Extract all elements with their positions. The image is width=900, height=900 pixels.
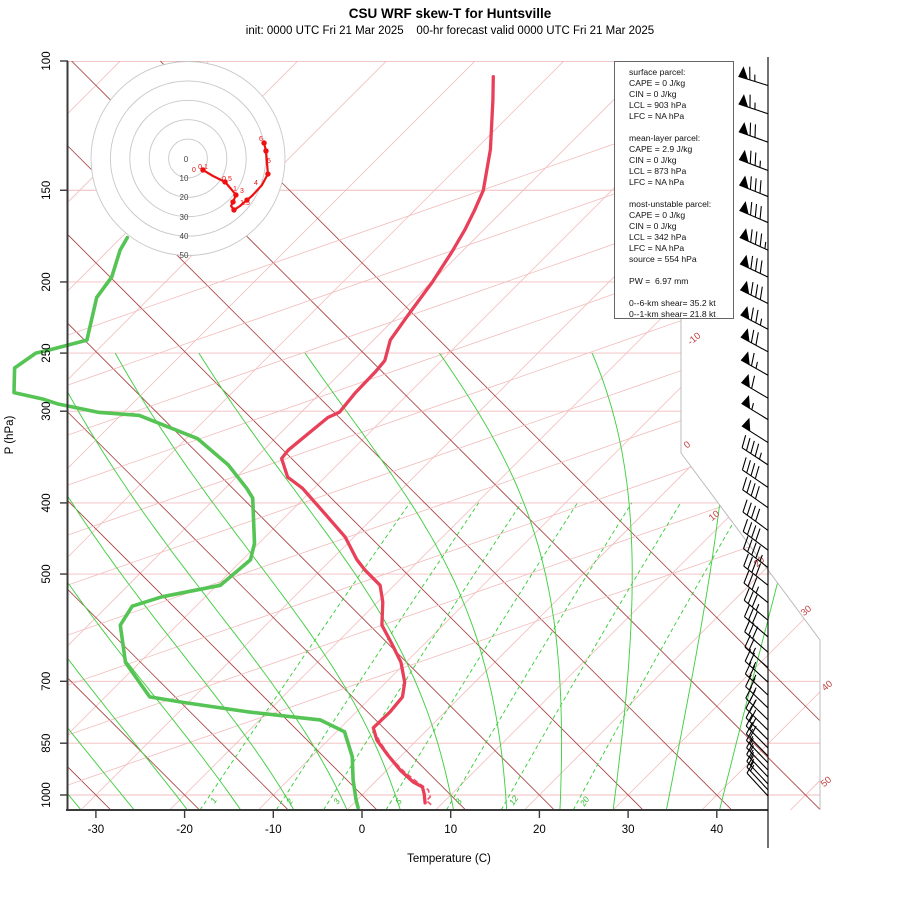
pressure-tick-label: 250 xyxy=(41,344,53,363)
hodograph-height-label: 0.1 xyxy=(198,164,208,171)
y-axis-title: P (hPa) xyxy=(4,415,16,454)
temperature-tick-label: 10 xyxy=(444,824,457,836)
parcel-info-line xyxy=(629,122,733,133)
parcel-info-line: CAPE = 0 J/kg xyxy=(629,210,686,220)
hodograph-ring-label: 0 xyxy=(184,155,189,164)
mixing-ratio-label: 20 xyxy=(577,794,591,808)
parcel-info-line xyxy=(629,287,733,298)
isotherm-label: 30 xyxy=(799,603,814,618)
pressure-tick-label: 200 xyxy=(41,272,53,291)
hodograph-ring-label: 20 xyxy=(180,193,189,202)
hodograph-ring-label: 30 xyxy=(180,213,189,222)
mixing-ratio-label: 5 xyxy=(393,796,404,806)
dewpoint-curve xyxy=(12,235,360,810)
hodograph-height-label: 0 xyxy=(192,167,196,174)
temperature-curve xyxy=(279,74,495,805)
hodograph-height-label: 6 xyxy=(259,136,263,143)
hodograph-ring-label: 10 xyxy=(180,174,189,183)
mixing-ratio-label: 1 xyxy=(208,795,219,805)
parcel-info-line: mean-layer parcel: xyxy=(629,133,701,143)
temperature-tick-label: 30 xyxy=(622,824,635,836)
page-title: CSU WRF skew-T for Huntsville xyxy=(348,6,552,21)
hodograph-height-label: 5 xyxy=(267,158,271,165)
temperature-tick-label: -30 xyxy=(88,824,105,836)
hodograph-ring-label: 50 xyxy=(180,251,189,260)
temperature-tick-label: 20 xyxy=(533,824,546,836)
mixing-ratio-label: 2 xyxy=(283,796,295,807)
parcel-info-line: CIN = 0 J/kg xyxy=(629,155,677,165)
hodograph-trace-dot xyxy=(263,148,269,154)
parcel-info-line: PW = 6.97 mm xyxy=(629,276,689,286)
hodograph-trace xyxy=(202,142,269,211)
parcel-info-line: LCL = 342 hPa xyxy=(629,232,687,242)
hodograph-trace-dot xyxy=(200,167,206,173)
hodograph-trace-dot xyxy=(244,197,250,203)
temperature-tick-label: 40 xyxy=(710,824,723,836)
x-axis-title: Temperature (C) xyxy=(407,853,491,865)
parcel-info-box: surface parcel: CAPE = 0 J/kg CIN = 0 J/kg… xyxy=(614,61,734,319)
mixing-ratio-label: 3 xyxy=(331,796,342,806)
parcel-info-line: LFC = NA hPa xyxy=(629,177,685,187)
hodograph-height-label: 0.5 xyxy=(222,176,232,183)
hodograph-height-label: 1.5 xyxy=(240,200,250,207)
isotherm-label: 0 xyxy=(682,439,693,451)
isotherm-label: -10 xyxy=(686,330,704,347)
parcel-info-line: LCL = 903 hPa xyxy=(629,100,687,110)
parcel-info-line: LCL = 873 hPa xyxy=(629,166,687,176)
parcel-info-line: CIN = 0 J/kg xyxy=(629,89,677,99)
temperature-tick-label: -20 xyxy=(176,824,193,836)
pressure-tick-label: 400 xyxy=(41,493,53,512)
parcel-info-line: 0--1-km shear= 21.8 kt xyxy=(629,309,716,319)
parcel-info-line: most-unstable parcel: xyxy=(629,199,712,209)
hodograph-height-label: 3 xyxy=(240,188,244,195)
parcel-info-line: LFC = NA hPa xyxy=(629,243,685,253)
pressure-tick-label: 100 xyxy=(41,51,53,70)
hodograph-trace-dot xyxy=(222,179,228,185)
hodograph-trace-dot xyxy=(265,171,271,177)
parcel-info-line xyxy=(629,188,733,199)
hodograph-ring-label: 40 xyxy=(180,232,189,241)
parcel-info-line: 0--6-km shear= 35.2 kt xyxy=(629,298,716,308)
isotherm-label: 40 xyxy=(820,678,835,693)
page-subtitle: init: 0000 UTC Fri 21 Mar 2025 00-hr for… xyxy=(245,25,655,37)
hodograph-trace-dot xyxy=(230,199,236,205)
hodograph-height-label: 4 xyxy=(254,180,258,187)
hodograph-trace-dot xyxy=(231,207,237,213)
temperature-tick-label: 0 xyxy=(359,824,365,836)
parcel-info-line: surface parcel: xyxy=(629,67,686,77)
pressure-tick-label: 300 xyxy=(41,402,53,421)
parcel-info-line: CIN = 0 J/kg xyxy=(629,221,677,231)
pressure-tick-label: 700 xyxy=(41,672,53,691)
parcel-info-line: LFC = NA hPa xyxy=(629,111,685,121)
isotherm-label: 50 xyxy=(819,774,834,789)
parcel-info-line: source = 554 hPa xyxy=(629,254,697,264)
pressure-tick-label: 850 xyxy=(41,734,53,753)
parcel-info-line: CAPE = 2.9 J/kg xyxy=(629,144,693,154)
parcel-info-line: CAPE = 0 J/kg xyxy=(629,78,686,88)
mixing-ratio-label: 8 xyxy=(453,796,464,806)
pressure-tick-label: 150 xyxy=(41,181,53,200)
pressure-tick-label: 1000 xyxy=(41,782,53,808)
hodograph-height-label: 1 xyxy=(233,186,237,193)
pressure-tick-label: 500 xyxy=(41,564,53,583)
hodograph-trace-dot xyxy=(261,140,267,146)
hodograph-trace-dot xyxy=(233,192,239,198)
temperature-tick-label: -10 xyxy=(265,824,282,836)
parcel-info-line xyxy=(629,265,733,276)
wind-barb-column xyxy=(738,57,769,848)
